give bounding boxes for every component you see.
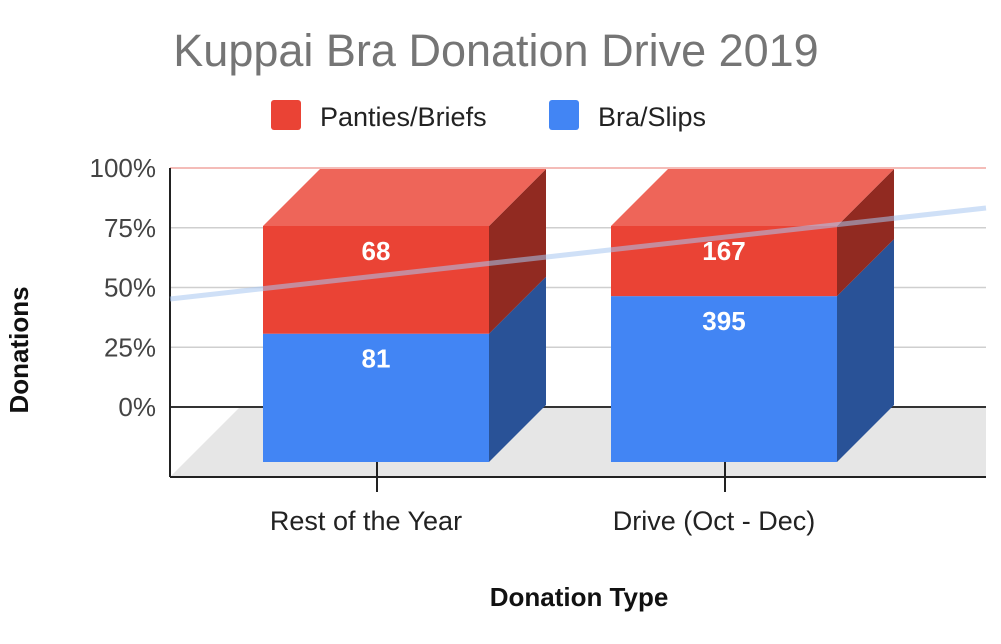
bar-front-panties <box>263 226 489 334</box>
y-axis-title: Donations <box>4 286 34 413</box>
legend-swatch-bra <box>549 100 579 130</box>
x-tick-labels: Rest of the Year Drive (Oct - Dec) <box>270 506 815 536</box>
data-label: 68 <box>362 236 391 266</box>
y-tick-label: 100% <box>90 153 157 183</box>
y-tick-label: 0% <box>118 392 156 422</box>
x-axis-title: Donation Type <box>490 582 669 612</box>
x-tick-label: Rest of the Year <box>270 506 462 536</box>
bar-front-bra <box>611 296 837 462</box>
bar-segment: 395 <box>611 239 894 462</box>
legend-label-bra: Bra/Slips <box>598 102 706 132</box>
bar-top <box>611 169 894 226</box>
bar-side <box>489 276 546 462</box>
legend: Panties/Briefs Bra/Slips <box>271 100 706 132</box>
chart-title: Kuppai Bra Donation Drive 2019 <box>173 25 818 76</box>
bar-side <box>489 169 546 334</box>
bar-side <box>837 239 894 462</box>
x-tick-label: Drive (Oct - Dec) <box>613 506 816 536</box>
bar-segment: 81 <box>263 276 546 462</box>
bar-front-bra <box>263 333 489 462</box>
bar-side <box>837 169 894 297</box>
bar-segment: 68 <box>263 169 546 334</box>
bar-top <box>263 169 546 226</box>
y-tick-label: 50% <box>104 273 156 303</box>
y-tick-labels: 0% 25% 50% 75% 100% <box>90 153 157 422</box>
legend-label-panties: Panties/Briefs <box>320 102 487 132</box>
bar-segment: 167 <box>611 169 894 297</box>
y-tick-label: 75% <box>104 213 156 243</box>
trendline <box>169 205 987 302</box>
bars: 81 68 395 167 <box>263 169 894 462</box>
y-tick-label: 25% <box>104 332 156 362</box>
data-label: 81 <box>362 344 391 374</box>
data-label: 395 <box>702 306 745 336</box>
legend-swatch-panties <box>271 100 301 130</box>
